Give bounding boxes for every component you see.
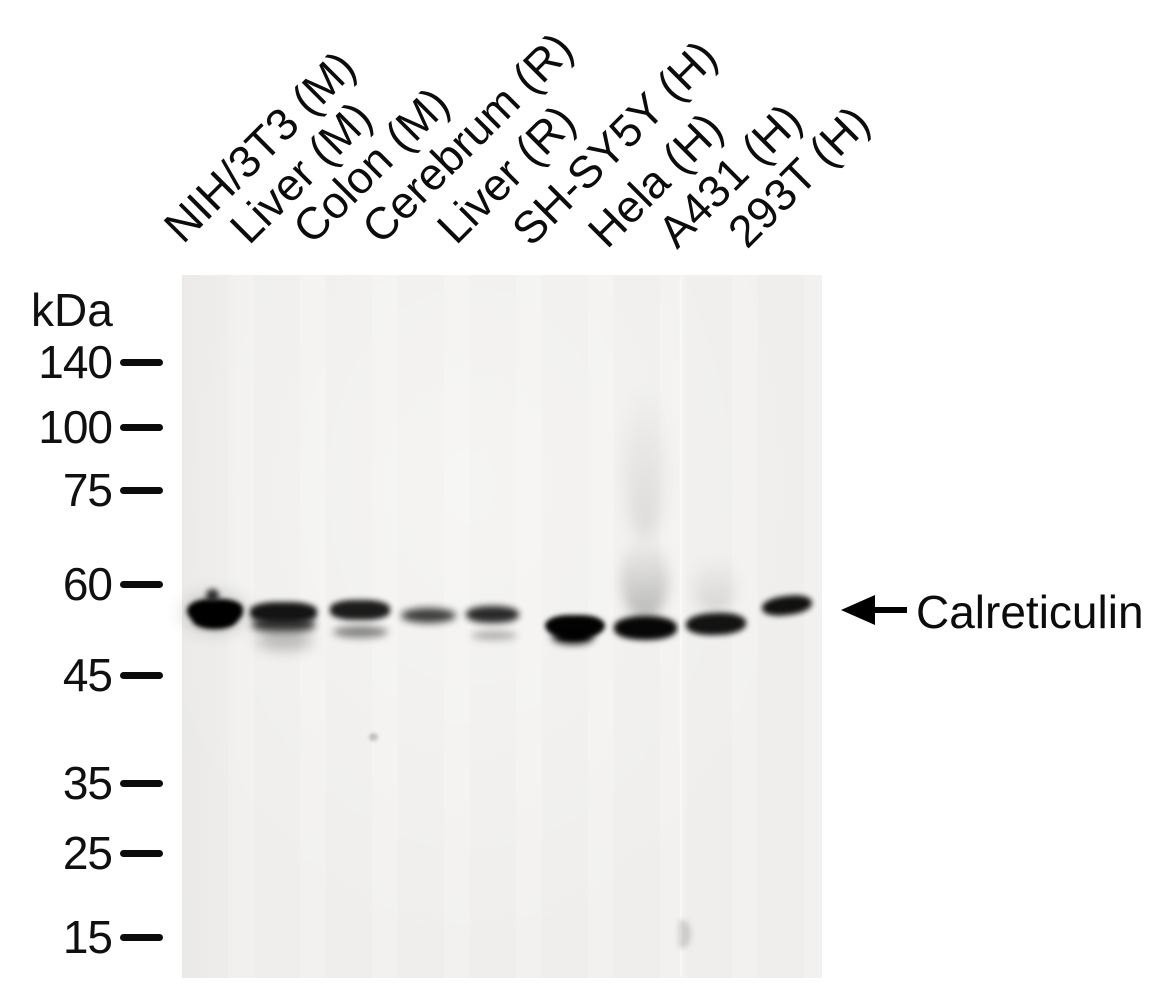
band-hela-smear (621, 536, 669, 620)
band-a431-smear (694, 556, 736, 614)
band-shsy5y-bulge (552, 630, 594, 644)
mw-tick (120, 934, 163, 941)
mw-tick (120, 780, 163, 787)
membrane-smudge (679, 920, 691, 948)
mw-tick (120, 487, 163, 494)
left-arrow-icon (841, 595, 907, 625)
band-liverR-main (466, 606, 519, 623)
band-liverR-sub (471, 631, 517, 640)
mw-tick (120, 424, 163, 431)
band-hela-tallsmear (625, 380, 665, 540)
band-hela-main (614, 616, 677, 640)
mw-marker-label: 45 (62, 649, 113, 701)
mw-marker-label: 15 (62, 911, 113, 963)
band-liverM-smear (256, 630, 313, 650)
band-nih3t3-bulge (193, 612, 236, 629)
membrane-seam (680, 276, 682, 976)
mw-marker-label: 140 (38, 336, 113, 388)
membrane-speck (369, 733, 378, 741)
mw-tick (120, 581, 163, 588)
mw-marker-label: 60 (62, 558, 113, 610)
mw-marker-label: 35 (62, 757, 113, 809)
mw-unit-label: kDa (31, 284, 113, 336)
band-nih3t3-tip (206, 589, 219, 602)
arrow-shaft (869, 607, 907, 613)
mw-marker-label: 100 (38, 401, 113, 453)
band-colonM-main (330, 600, 390, 620)
band-liverM-lower (252, 617, 315, 632)
mw-tick (120, 850, 163, 857)
target-protein-label: Calreticulin (916, 586, 1144, 638)
mw-tick (120, 359, 163, 366)
mw-tick (120, 672, 163, 679)
mw-marker-label: 75 (62, 464, 113, 516)
mw-marker-label: 25 (62, 827, 113, 879)
band-cerebrumR-main (401, 608, 456, 623)
band-colonM-sub (333, 626, 388, 638)
